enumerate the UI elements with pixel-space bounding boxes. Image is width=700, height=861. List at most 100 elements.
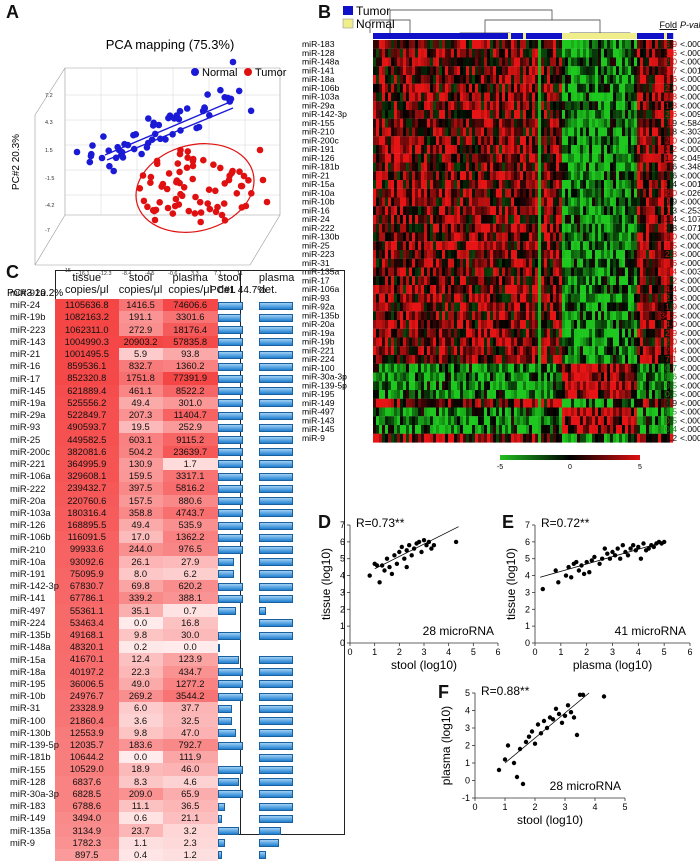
sample-bar-cell: [577, 33, 580, 39]
plasma-detection: [259, 556, 308, 568]
stool-detection-bar: [218, 668, 243, 676]
stool-detection-bar: [218, 729, 236, 737]
table-mir-label: miR-135a: [10, 825, 51, 837]
stool-detection-bar: [218, 351, 243, 359]
plasma-detection: [259, 458, 308, 470]
sample-bar-cell: [376, 33, 379, 39]
tissue-value: 3494.0: [55, 812, 119, 824]
pca-y-tick: -1.5: [45, 176, 54, 182]
y-tick-label: 5: [340, 554, 345, 564]
table-mir-label: miR-17: [10, 373, 40, 385]
scatter-point: [616, 546, 620, 550]
plasma-value: 37.7: [163, 702, 218, 714]
y-tick-label: 5: [525, 554, 530, 564]
stool-detection: [218, 800, 259, 812]
stool-detection: [218, 409, 259, 421]
microrna-count-note: 28 microRNA: [423, 624, 494, 638]
plasma-value: 27.9: [163, 556, 218, 568]
pca-legend-tumor: Tumor: [255, 67, 287, 79]
tissue-value: 382081.6: [55, 446, 119, 458]
heatmap-row: [373, 338, 673, 347]
pca-point-tumor: [156, 199, 163, 206]
tissue-value: 3134.9: [55, 824, 119, 836]
plasma-detection-bar: [259, 460, 293, 468]
stool-detection: [218, 592, 259, 604]
stool-detection-bar: [218, 583, 243, 591]
plasma-detection-bar: [259, 412, 293, 420]
sample-bar-cell: [544, 33, 547, 39]
stool-value: 18.9: [119, 763, 163, 775]
heatmap-row: [373, 390, 673, 399]
stool-detection-bar: [218, 522, 243, 530]
plasma-value: 23639.7: [163, 446, 218, 458]
heatmap-row: [373, 434, 673, 443]
table-mir-label: miR-155: [10, 764, 45, 776]
plasma-detection-bar: [259, 326, 293, 334]
pca-point-normal: [206, 112, 213, 119]
sample-bar-cell: [529, 33, 532, 39]
stool-detection-bar: [218, 326, 243, 334]
stool-detection-bar: [218, 693, 243, 701]
tissue-value: 852320.8: [55, 372, 119, 384]
stool-detection: [218, 507, 259, 519]
heatmap-row: [373, 329, 673, 338]
stool-detection: [218, 495, 259, 507]
stool-detection: [218, 311, 259, 323]
stool-value: 397.5: [119, 482, 163, 494]
stool-value: 49.4: [119, 397, 163, 409]
heatmap-row: [373, 233, 673, 242]
scatter-point: [556, 580, 560, 584]
plasma-detection: [259, 824, 308, 836]
stool-detection-bar: [218, 680, 243, 688]
sample-bar-cell: [442, 33, 445, 39]
tissue-value: 897.5: [55, 849, 119, 861]
pca-point-tumor: [221, 180, 228, 187]
pca-point-tumor: [184, 164, 191, 171]
plasma-detection-bar: [259, 473, 293, 481]
x-tick-label: 0: [532, 647, 537, 657]
stool-detection: [218, 323, 259, 335]
stool-detection: [218, 641, 259, 653]
plasma-detection-bar: [259, 668, 293, 676]
plasma-detection: [259, 543, 308, 555]
table-mir-label: miR-16: [10, 360, 40, 372]
stool-detection-bar: [218, 570, 234, 578]
x-tick-label: 5: [471, 647, 476, 657]
tissue-value: 490593.7: [55, 421, 119, 433]
pca-point-tumor: [175, 160, 182, 167]
heatmap-row: [373, 303, 673, 312]
stool-detection: [218, 446, 259, 458]
plasma-value: 620.2: [163, 580, 218, 592]
pca-point-tumor: [141, 198, 148, 205]
heatmap-panel: Tumor Normal Fold P-value miR-1836.9<.00…: [300, 0, 700, 470]
stool-detection: [218, 666, 259, 678]
stool-detection: [218, 372, 259, 384]
plasma-value: 3317.1: [163, 470, 218, 482]
heatmap-row: [373, 93, 673, 102]
plasma-detection: [259, 837, 308, 849]
y-tick-label: -1: [462, 793, 470, 803]
plasma-value: 1362.2: [163, 531, 218, 543]
x-tick-label: 1: [372, 647, 377, 657]
x-tick-label: 3: [421, 647, 426, 657]
plasma-detection-bar: [259, 693, 293, 701]
pca-point-tumor: [165, 205, 172, 212]
sample-bar-cell: [562, 33, 565, 39]
plasma-detection-bar: [259, 680, 293, 688]
stool-detection: [218, 739, 259, 751]
table-mir-label: miR-221: [10, 458, 45, 470]
plasma-value: 535.9: [163, 519, 218, 531]
scatter-point: [577, 568, 581, 572]
heatmap-row: [373, 163, 673, 172]
heatmap-row: [373, 189, 673, 198]
stool-value: 183.6: [119, 739, 163, 751]
plasma-detection-bar: [259, 424, 293, 432]
